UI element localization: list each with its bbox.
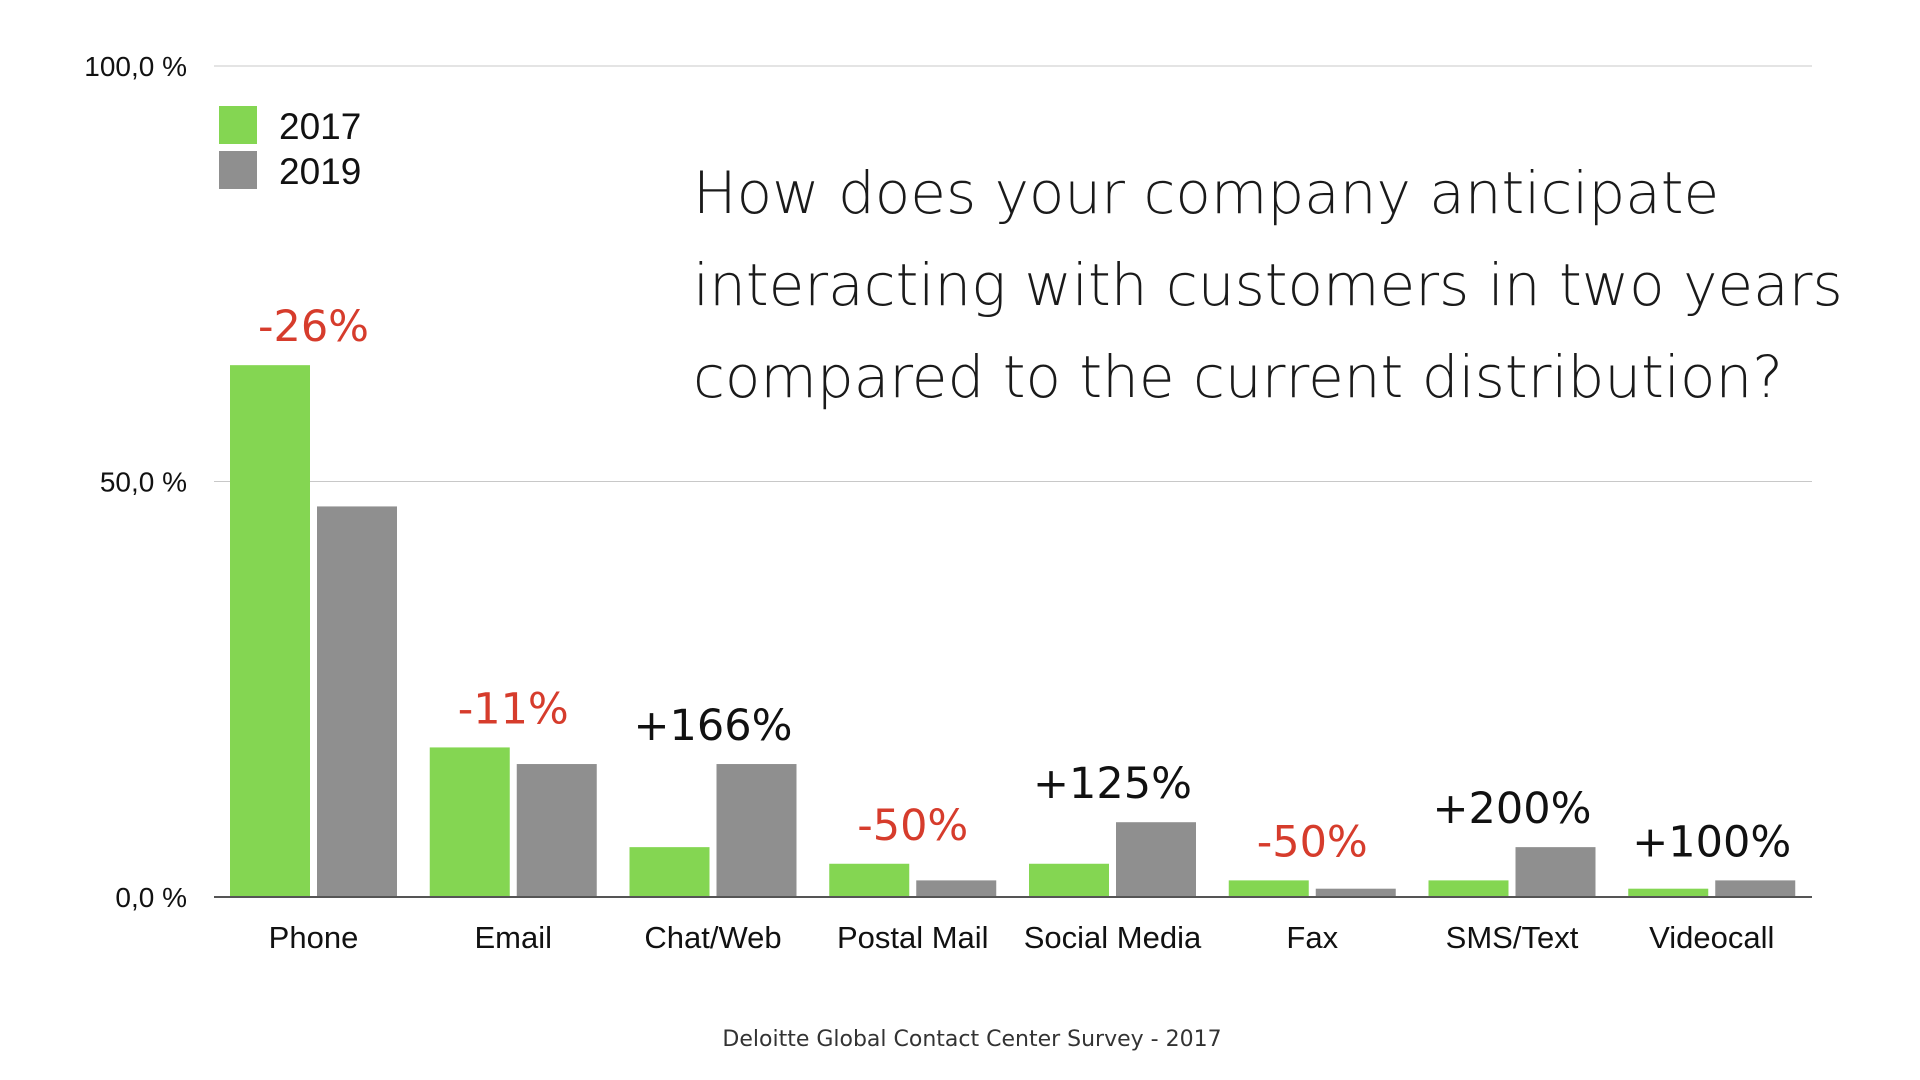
x-tick-label: SMS/Text	[1446, 920, 1579, 955]
bar-2017-chat-web	[629, 847, 710, 897]
source-note: Deloitte Global Contact Center Survey - …	[722, 1027, 1221, 1052]
x-tick-label: Chat/Web	[644, 920, 781, 955]
change-label: +200%	[1433, 784, 1592, 834]
data-labels: -26% -11% +166% -50% +125% -50% +200% +100%	[258, 302, 1791, 867]
legend-swatch-2019	[219, 151, 257, 189]
x-tick-label: Phone	[269, 920, 359, 955]
x-tick-label: Social Media	[1024, 920, 1202, 955]
bar-2019-social-media	[1116, 822, 1196, 897]
y-tick-label: 100,0 %	[84, 51, 187, 82]
x-tick-label: Email	[474, 920, 552, 955]
change-label: -26%	[258, 302, 369, 352]
x-tick-label: Postal Mail	[837, 920, 989, 955]
x-tick-label: Fax	[1286, 920, 1338, 955]
bar-2017-videocall	[1628, 888, 1709, 897]
y-tick-label: 50,0 %	[100, 467, 187, 498]
bar-2017-phone	[230, 365, 310, 897]
bar-2019-sms-text	[1515, 847, 1596, 897]
change-label: -11%	[458, 684, 569, 734]
bar-2019-postal-mail	[916, 880, 997, 897]
legend: 2017 2019	[219, 106, 361, 192]
bar-2019-chat-web	[716, 764, 797, 897]
legend-label-2017: 2017	[279, 106, 361, 147]
chart-title: How does your company anticipate interac…	[693, 159, 1843, 411]
axes: 0,0 % 50,0 % 100,0 % Phone Email Chat/Web Post…	[84, 51, 1812, 955]
bar-2019-email	[516, 764, 597, 897]
bar-2019-videocall	[1715, 880, 1796, 897]
bars	[230, 365, 1796, 897]
title-line-2: interacting with customers in two years	[693, 251, 1843, 319]
bar-2017-sms-text	[1428, 880, 1509, 897]
change-label: -50%	[1257, 817, 1368, 867]
legend-swatch-2017	[219, 106, 257, 144]
legend-label-2019: 2019	[279, 151, 361, 192]
bar-2017-email	[429, 747, 510, 897]
change-label: +166%	[634, 701, 793, 751]
bar-2019-fax	[1315, 888, 1396, 897]
grid-lines	[214, 65, 1812, 482]
y-tick-label: 0,0 %	[115, 882, 187, 913]
bar-2017-postal-mail	[829, 863, 910, 897]
title-line-1: How does your company anticipate	[693, 159, 1719, 227]
title-line-3: compared to the current distribution?	[693, 343, 1783, 411]
bar-2017-fax	[1228, 880, 1309, 897]
change-label: +100%	[1632, 817, 1791, 867]
change-label: -50%	[857, 801, 968, 851]
x-tick-label: Videocall	[1649, 920, 1774, 955]
bar-2017-social-media	[1029, 863, 1109, 897]
change-label: +125%	[1033, 759, 1192, 809]
bar-2019-phone	[317, 506, 397, 897]
